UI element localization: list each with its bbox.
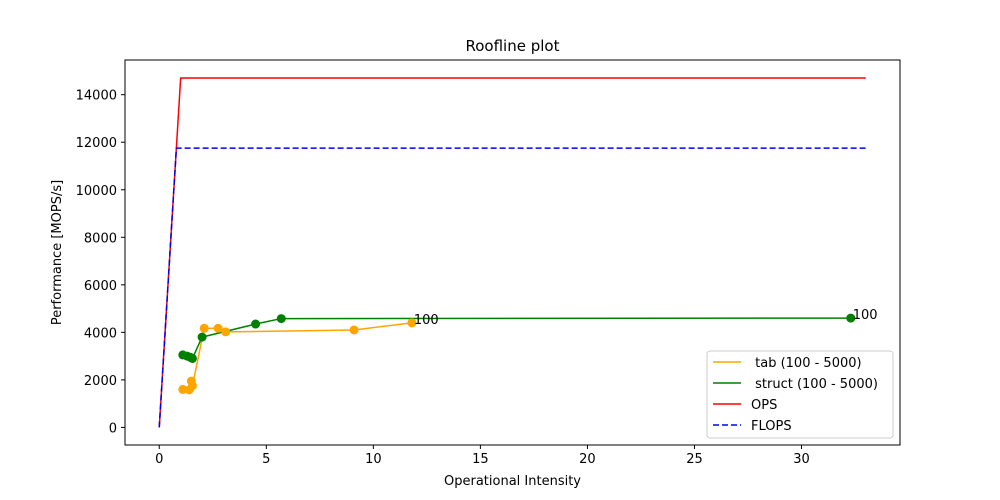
data-point-struct xyxy=(197,332,207,342)
data-point-tab xyxy=(187,381,197,391)
data-point-tab xyxy=(178,384,188,394)
series-line-flops xyxy=(158,147,866,428)
y-tick-label: 2000 xyxy=(84,374,117,389)
data-point-tab xyxy=(221,327,231,337)
data-point-struct xyxy=(276,314,286,324)
point-annotation: 100 xyxy=(414,313,439,328)
annotation-layer: 100 100 xyxy=(414,308,878,328)
legend-label: FLOPS xyxy=(751,419,792,434)
data-point-tab xyxy=(213,323,223,333)
x-axis-label: Operational Intensity xyxy=(444,474,581,489)
x-tick-label: 10 xyxy=(365,452,382,467)
x-axis-ticks: 0 5 10 15 20 25 30 xyxy=(155,445,810,467)
y-tick-label: 8000 xyxy=(84,231,117,246)
y-tick-label: 6000 xyxy=(84,279,117,294)
x-tick-label: 30 xyxy=(793,452,810,467)
y-tick-label: 12000 xyxy=(76,136,117,151)
data-point-tab xyxy=(199,323,209,333)
legend-label: struct (100 - 5000) xyxy=(751,377,878,392)
legend-box xyxy=(706,350,894,439)
data-point-struct xyxy=(251,319,261,329)
y-axis-label: Performance [MOPS/s] xyxy=(50,180,65,325)
plot-frame xyxy=(124,59,901,446)
point-annotation: 100 xyxy=(853,308,878,323)
marker-layer xyxy=(178,313,856,395)
chart-title: Roofline plot xyxy=(466,37,560,55)
x-tick-label: 15 xyxy=(472,452,489,467)
y-tick-label: 0 xyxy=(109,421,117,436)
data-point-tab xyxy=(407,318,417,328)
series-line-ops xyxy=(158,77,866,428)
y-tick-label: 14000 xyxy=(76,89,117,104)
x-tick-label: 20 xyxy=(579,452,596,467)
legend: tab (100 - 5000) struct (100 - 5000) OPS F… xyxy=(706,350,894,439)
y-tick-label: 10000 xyxy=(76,184,117,199)
y-tick-label: 4000 xyxy=(84,326,117,341)
data-point-struct xyxy=(187,353,197,363)
y-axis-ticks: 0 2000 4000 6000 8000 10000 12000 14000 xyxy=(76,89,125,436)
x-tick-label: 5 xyxy=(262,452,270,467)
x-tick-label: 0 xyxy=(155,452,163,467)
data-point-struct xyxy=(846,313,856,323)
legend-label: tab (100 - 5000) xyxy=(751,356,862,371)
legend-label: OPS xyxy=(751,398,777,413)
data-point-tab xyxy=(349,325,359,335)
x-tick-label: 25 xyxy=(686,452,703,467)
